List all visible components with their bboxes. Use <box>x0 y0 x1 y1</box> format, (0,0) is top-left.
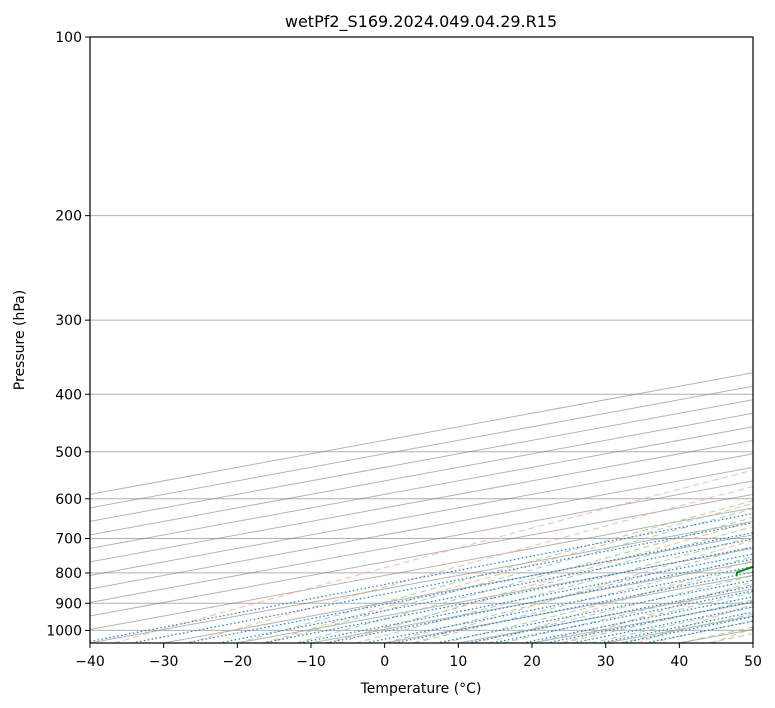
mixing-ratio-line <box>572 606 753 643</box>
isotherm-line <box>605 615 753 643</box>
dry-adiabats <box>113 469 753 643</box>
moist-adiabat <box>296 516 753 643</box>
y-tick-label: 400 <box>55 387 82 403</box>
moist-adiabat <box>708 633 753 643</box>
x-axis-label: Temperature (°C) <box>360 681 482 697</box>
sounding-profiles <box>735 37 775 577</box>
x-axis: −40 −30 −20 −10 0 10 20 30 40 50 <box>75 643 762 670</box>
isotherm-line <box>90 439 753 563</box>
moist-adiabat <box>266 508 753 643</box>
mixing-ratio-line <box>90 512 753 643</box>
skewed-isotherms <box>90 372 753 643</box>
isotherm-line <box>90 493 753 617</box>
isotherm-line <box>90 520 753 643</box>
dry-adiabat <box>263 502 753 643</box>
x-tick-label: −10 <box>296 654 326 670</box>
pressure-gridlines <box>90 37 753 631</box>
isotherm-line <box>163 534 753 643</box>
x-tick-label: 40 <box>670 654 688 670</box>
y-axis-label: Pressure (hPa) <box>12 290 28 390</box>
isotherm-line <box>310 561 753 643</box>
x-tick-label: 20 <box>523 654 541 670</box>
moist-adiabat <box>355 535 753 643</box>
dry-adiabat <box>188 485 753 643</box>
mixing-ratio-lines <box>90 512 753 643</box>
x-tick-label: −40 <box>75 654 105 670</box>
moist-adiabat <box>531 591 753 643</box>
moist-adiabat <box>472 575 753 643</box>
dry-adiabat <box>338 520 753 643</box>
dry-adiabat <box>113 469 753 643</box>
y-tick-label: 500 <box>55 445 82 461</box>
y-tick-label: 700 <box>55 532 82 548</box>
mixing-ratio-line <box>546 600 753 643</box>
y-tick-label: 200 <box>55 209 82 225</box>
mixing-ratio-line <box>394 571 753 643</box>
mixing-ratio-line <box>218 538 753 643</box>
isotherm-line <box>458 588 753 643</box>
temperature-line <box>771 37 775 576</box>
x-tick-label: 0 <box>380 654 389 670</box>
x-tick-label: 50 <box>744 654 762 670</box>
y-tick-label: 1000 <box>46 623 82 639</box>
mixing-ratio-line <box>492 590 753 643</box>
moist-adiabat <box>413 556 753 643</box>
y-axis: 100 200 300 400 500 600 700 800 900 1000 <box>46 30 90 639</box>
isotherm-line <box>90 507 753 630</box>
dry-adiabat <box>711 628 753 643</box>
moist-adiabat <box>325 526 753 643</box>
x-tick-label: 30 <box>597 654 615 670</box>
y-tick-label: 600 <box>55 492 82 508</box>
y-tick-label: 800 <box>55 566 82 582</box>
y-tick-label: 100 <box>55 30 82 46</box>
chart-title: wetPf2_S169.2024.049.04.29.R15 <box>285 12 557 32</box>
moist-adiabat <box>384 546 753 643</box>
x-tick-label: −30 <box>149 654 179 670</box>
dry-adiabat <box>562 581 753 643</box>
moist-adiabat <box>443 565 753 643</box>
mixing-ratio-line <box>436 579 753 643</box>
dry-adiabat <box>412 539 753 643</box>
x-tick-label: 10 <box>449 654 467 670</box>
y-tick-label: 900 <box>55 596 82 612</box>
mixing-ratio-line <box>262 546 753 643</box>
isotherm-line <box>90 426 753 549</box>
dewpoint-line <box>735 565 753 577</box>
plot-area: 0.10.20.40.611.52346810131620253036-100-… <box>90 37 775 643</box>
isotherm-line <box>90 480 753 603</box>
moist-adiabat <box>561 599 753 643</box>
mixing-ratio-line <box>467 585 753 643</box>
plot-frame <box>89 36 754 644</box>
isotherm-line <box>90 466 753 590</box>
x-tick-label: −20 <box>223 654 253 670</box>
y-tick-label: 300 <box>55 313 82 329</box>
moist-adiabat <box>502 583 753 643</box>
isotherm-line <box>752 642 753 643</box>
moist-adiabats <box>237 500 753 643</box>
isotherm-line <box>90 453 753 576</box>
